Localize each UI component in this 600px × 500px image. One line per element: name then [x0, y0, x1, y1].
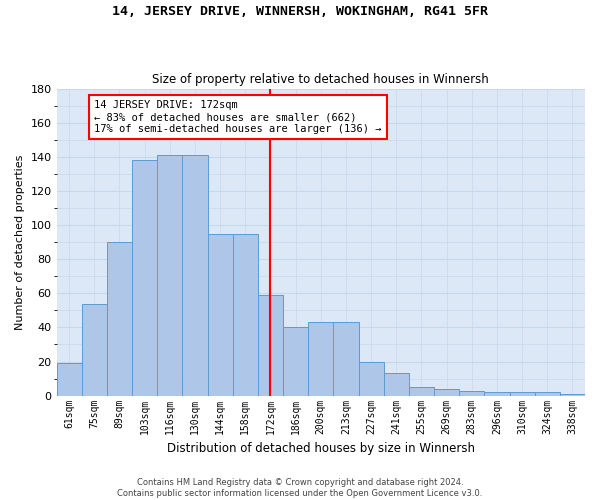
Bar: [484, 392, 509, 396]
Bar: [359, 362, 383, 396]
Bar: [509, 392, 535, 396]
Bar: [258, 295, 283, 396]
Bar: [409, 387, 434, 396]
X-axis label: Distribution of detached houses by size in Winnersh: Distribution of detached houses by size …: [167, 442, 475, 455]
Bar: [459, 390, 484, 396]
Bar: [132, 160, 157, 396]
Bar: [233, 234, 258, 396]
Bar: [82, 304, 107, 396]
Bar: [383, 374, 409, 396]
Text: 14, JERSEY DRIVE, WINNERSH, WOKINGHAM, RG41 5FR: 14, JERSEY DRIVE, WINNERSH, WOKINGHAM, R…: [112, 5, 488, 18]
Bar: [157, 155, 182, 396]
Bar: [535, 392, 560, 396]
Text: Contains HM Land Registry data © Crown copyright and database right 2024.
Contai: Contains HM Land Registry data © Crown c…: [118, 478, 482, 498]
Bar: [434, 389, 459, 396]
Bar: [182, 155, 208, 396]
Text: 14 JERSEY DRIVE: 172sqm
← 83% of detached houses are smaller (662)
17% of semi-d: 14 JERSEY DRIVE: 172sqm ← 83% of detache…: [94, 100, 382, 134]
Bar: [334, 322, 359, 396]
Bar: [107, 242, 132, 396]
Y-axis label: Number of detached properties: Number of detached properties: [15, 154, 25, 330]
Title: Size of property relative to detached houses in Winnersh: Size of property relative to detached ho…: [152, 73, 489, 86]
Bar: [560, 394, 585, 396]
Bar: [283, 328, 308, 396]
Bar: [208, 234, 233, 396]
Bar: [56, 363, 82, 396]
Bar: [308, 322, 334, 396]
